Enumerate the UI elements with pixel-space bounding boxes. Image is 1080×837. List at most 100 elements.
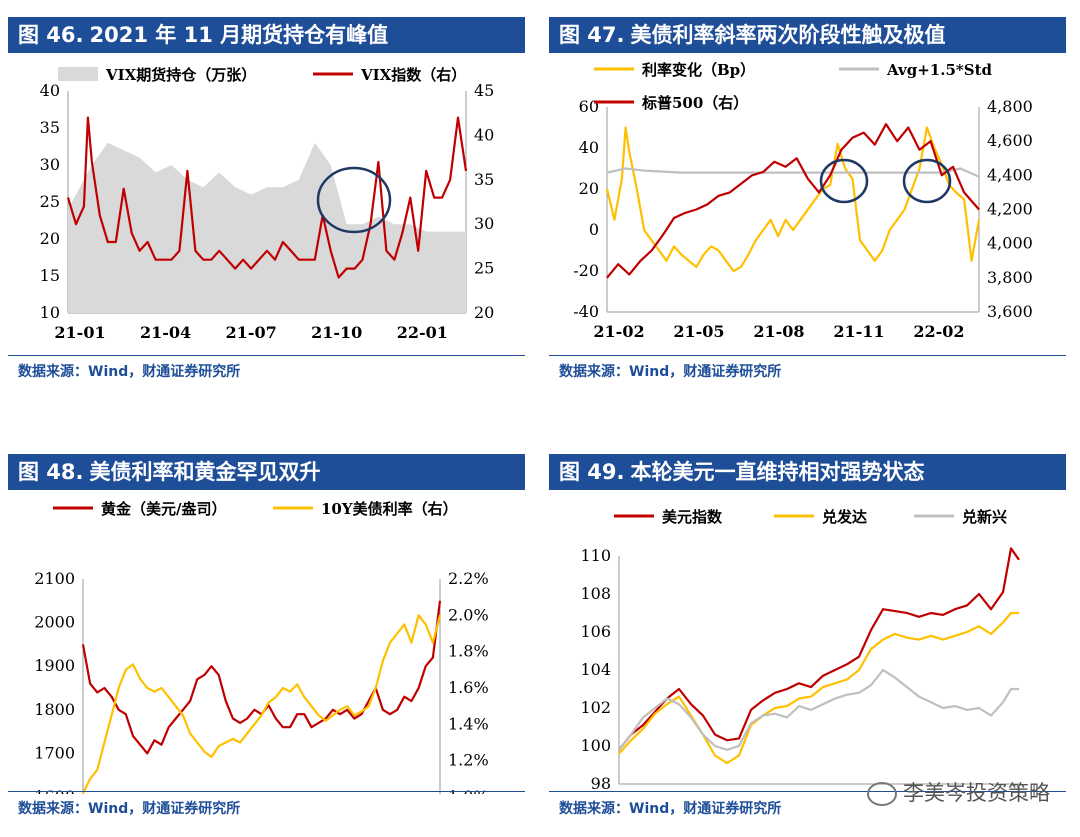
- series-line: [66, 116, 468, 279]
- chart-panel-49: 图 49. 本轮美元一直维持相对强势状态 110 108 106 104 102 100 98…: [549, 454, 1066, 824]
- watermark: 李美岑投资策略: [867, 777, 1050, 807]
- source-note: 数据来源：Wind，财通证券研究所: [18, 364, 241, 380]
- legend-label: 10Y美债利率（右）: [321, 500, 458, 518]
- y-tick-label: 1600: [34, 787, 75, 794]
- y2-tick-label: 1.8%: [448, 642, 489, 661]
- y-tick-label: 104: [580, 660, 611, 679]
- y2-tick-label: 1.6%: [448, 678, 489, 697]
- series-line: [606, 167, 980, 178]
- y2-tick-label: 3,600: [987, 302, 1033, 321]
- y-tick-label: 0: [589, 220, 599, 239]
- legend-label: 美元指数: [662, 508, 723, 526]
- source-divider: [8, 355, 525, 356]
- y2-tick-label: 45: [474, 81, 494, 100]
- legend-label: VIX指数（右）: [360, 66, 466, 84]
- y-tick-label: 40: [40, 81, 60, 100]
- y-tick-label: 15: [40, 266, 60, 285]
- y2-tick-label: 4,400: [987, 165, 1033, 184]
- figure-number: 图 48.: [18, 460, 84, 484]
- figure-number: 图 49.: [559, 460, 625, 484]
- figure-title: 2021 年 11 月期货持仓有峰值: [89, 23, 389, 47]
- y2-tick-label: 2.0%: [448, 605, 489, 624]
- y-tick-label: 60: [579, 97, 599, 116]
- figure-number: 图 46.: [18, 23, 84, 47]
- y-tick-label: 102: [580, 698, 611, 717]
- series-area: [68, 142, 466, 313]
- y2-tick-label: 4,800: [987, 97, 1033, 116]
- y2-tick-label: 4,000: [987, 234, 1033, 253]
- legend-label: 利率变化（Bp）: [642, 61, 755, 79]
- highlight-circle: [902, 158, 952, 204]
- y2-tick-label: 30: [474, 214, 494, 233]
- y-tick-label: 25: [40, 192, 60, 211]
- chart-panel-47: 图 47. 美债利率斜率两次阶段性触及极值 60 40 20 0 -20 -40 4,800 4…: [549, 17, 1066, 387]
- y-tick-label: 40: [579, 138, 599, 157]
- series-line: [605, 126, 981, 273]
- y-tick-label: 1700: [34, 743, 75, 762]
- y-tick-label: 2100: [34, 569, 75, 588]
- chart-svg-46: 40 35 30 25 20 15 10 45 40 35 30 25 20 21-01 21-04 21-0…: [40, 66, 495, 342]
- y-tick-label: 20: [40, 229, 60, 248]
- x-tick-label: 21-04: [140, 323, 191, 342]
- chart-panel-46: 图 46. 2021 年 11 月期货持仓有峰值 40 35 30 25 20 15 10 45…: [8, 17, 525, 387]
- y-tick-label: 10: [40, 303, 60, 322]
- source-divider: [549, 355, 1066, 356]
- x-tick-label: 21-08: [753, 322, 804, 341]
- y2-tick-label: 2.2%: [448, 569, 489, 588]
- y2-tick-label: 3,800: [987, 268, 1033, 287]
- legend-label: 标普500（右）: [641, 94, 748, 112]
- legend-label: Avg+1.5*Std: [886, 61, 993, 79]
- y2-tick-label: 4,600: [987, 131, 1033, 150]
- series-line: [618, 547, 1020, 751]
- x-tick-label: 21-01: [54, 323, 105, 342]
- figure-title: 美债利率斜率两次阶段性触及极值: [630, 23, 946, 47]
- source-divider: [549, 791, 1066, 792]
- series-line: [606, 123, 980, 279]
- source-note: 数据来源：Wind，财通证券研究所: [559, 801, 782, 817]
- source-divider: [8, 791, 525, 792]
- figure-number: 图 47.: [559, 23, 625, 47]
- x-tick-label: 21-10: [311, 323, 362, 342]
- y2-tick-label: 4,200: [987, 200, 1033, 219]
- y-tick-label: 2000: [34, 613, 75, 632]
- chart-title-bar: 图 48. 美债利率和黄金罕见双升: [8, 454, 525, 490]
- y2-tick-label: 40: [474, 125, 494, 144]
- y-tick-label: 1900: [34, 656, 75, 675]
- wechat-icon: [867, 782, 897, 806]
- watermark-text: 李美岑投资策略: [903, 781, 1050, 805]
- x-tick-label: 21-02: [593, 322, 644, 341]
- series-line: [618, 611, 1019, 765]
- chart-title-bar: 图 46. 2021 年 11 月期货持仓有峰值: [8, 17, 525, 53]
- y-tick-label: 1800: [34, 700, 75, 719]
- highlight-circle: [316, 166, 392, 234]
- y2-tick-label: 35: [474, 170, 494, 189]
- figure-title: 美债利率和黄金罕见双升: [89, 460, 321, 484]
- y-tick-label: 20: [579, 179, 599, 198]
- legend-label: VIX期货持仓（万张）: [105, 66, 256, 84]
- x-tick-label: 22-02: [913, 322, 964, 341]
- x-tick-label: 21-05: [673, 322, 724, 341]
- y2-tick-label: 1.2%: [448, 751, 489, 770]
- source-note: 数据来源：Wind，财通证券研究所: [559, 364, 782, 380]
- y-tick-label: 30: [40, 155, 60, 174]
- legend-label: 黄金（美元/盎司）: [101, 500, 226, 518]
- x-tick-label: 21-11: [833, 322, 884, 341]
- y2-tick-label: 1.0%: [448, 787, 489, 794]
- series-line: [81, 600, 442, 755]
- chart-svg-49: 1101081061041021009821-0121-0421-0721-10…: [580, 508, 1020, 793]
- series-line: [82, 614, 442, 794]
- y2-tick-label: 25: [474, 259, 494, 278]
- y-tick-label: 35: [40, 118, 60, 137]
- y-tick-label: -20: [573, 261, 599, 280]
- legend-swatch: [58, 67, 98, 81]
- legend-label: 兑发达: [822, 508, 867, 526]
- y-tick-label: 108: [580, 584, 611, 603]
- highlight-circle: [819, 158, 869, 204]
- y-tick-label: 106: [580, 622, 611, 641]
- chart-svg-48: 2100 2000 1900 1800 1700 1600 2.2% 2.0% 1.8% 1.6%…: [34, 500, 489, 794]
- chart-title-bar: 图 49. 本轮美元一直维持相对强势状态: [549, 454, 1066, 490]
- figure-title: 本轮美元一直维持相对强势状态: [630, 460, 925, 484]
- y2-tick-label: 1.4%: [448, 714, 489, 733]
- x-tick-label: 22-01: [397, 323, 448, 342]
- chart-svg-47: 60 40 20 0 -20 -40 4,800 4,600 4,400 4,200 4,000 3,…: [573, 61, 1033, 341]
